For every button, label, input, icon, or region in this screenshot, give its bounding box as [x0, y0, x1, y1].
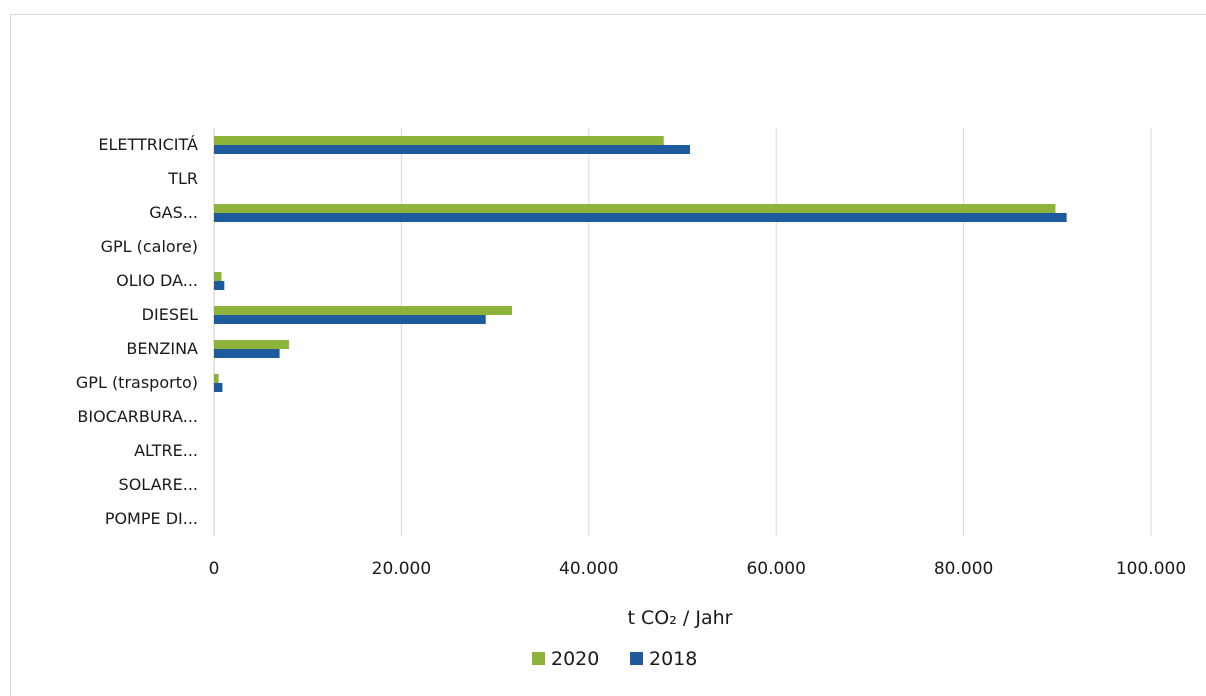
x-tick-labels: 0 20.000 40.000 60.000 80.000 100.000	[209, 559, 1187, 579]
bar-2018	[214, 315, 486, 324]
x-tick-label: 60.000	[746, 559, 805, 579]
category-label: TLR	[167, 169, 198, 188]
legend: 2020 2018	[532, 648, 697, 670]
bar-2018	[214, 281, 225, 290]
x-tick-label: 20.000	[372, 559, 431, 579]
legend-swatch	[630, 652, 643, 665]
category-label: SOLARE...	[119, 475, 198, 494]
bar-2020	[214, 306, 512, 315]
category-label: BIOCARBURA...	[77, 407, 198, 426]
category-labels: ELETTRICITÁ TLR GAS... GPL (calore) OLIO DA.…	[76, 135, 198, 528]
bar-2018	[214, 349, 280, 358]
category-label: GPL (calore)	[101, 237, 198, 256]
x-tick-label: 100.000	[1116, 559, 1186, 579]
bar-2020	[214, 374, 219, 383]
legend-label: 2020	[551, 648, 599, 670]
legend-swatch	[532, 652, 545, 665]
category-label: BENZINA	[126, 339, 198, 358]
x-tick-label: 40.000	[559, 559, 618, 579]
chart-frame	[10, 14, 1206, 696]
category-label: GAS...	[149, 203, 198, 222]
category-label: OLIO DA...	[116, 271, 198, 290]
bar-2018	[214, 145, 690, 154]
category-label: ELETTRICITÁ	[98, 135, 198, 154]
x-axis-title: t CO₂ / Jahr	[628, 607, 733, 629]
x-tick-label: 80.000	[934, 559, 993, 579]
x-tick-label: 0	[209, 559, 220, 579]
category-label: POMPE DI...	[105, 509, 198, 528]
category-label: DIESEL	[142, 305, 198, 324]
bar-2020	[214, 204, 1056, 213]
category-label: GPL (trasporto)	[76, 373, 198, 392]
gridlines	[213, 128, 1152, 536]
bar-2018	[214, 213, 1067, 222]
bar-2020	[214, 340, 289, 349]
legend-label: 2018	[649, 648, 697, 670]
category-label: ALTRE...	[134, 441, 198, 460]
bars	[214, 136, 1067, 392]
bar-2018	[214, 383, 223, 392]
bar-2020	[214, 272, 222, 281]
bar-2020	[214, 136, 664, 145]
